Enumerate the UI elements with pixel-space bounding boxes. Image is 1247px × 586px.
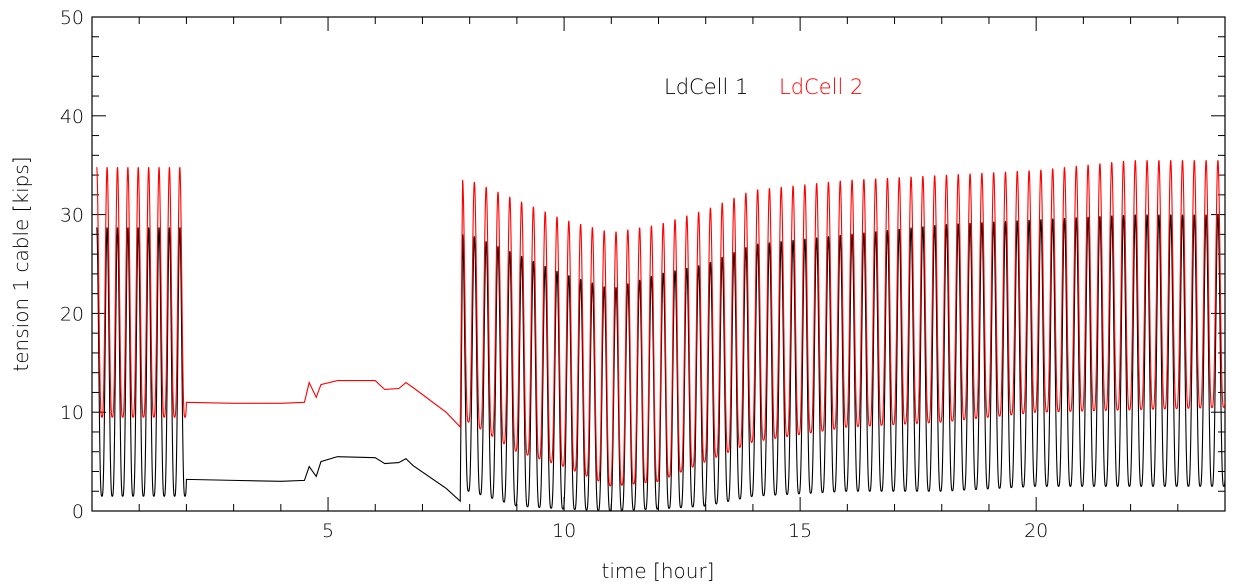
- legend-entry-ldcell-2: LdCell 2: [779, 75, 863, 99]
- y-tick-label: 30: [60, 205, 84, 227]
- x-tick-label: 10: [552, 520, 576, 542]
- legend: LdCell 1 LdCell 2: [664, 75, 863, 99]
- y-tick-label: 40: [60, 106, 84, 128]
- y-tick-label: 20: [60, 303, 84, 325]
- x-axis-label: time [hour]: [602, 559, 715, 583]
- legend-entry-ldcell-1: LdCell 1: [664, 75, 748, 99]
- x-tick-label: 15: [788, 520, 812, 542]
- y-tick-label: 50: [60, 7, 84, 29]
- series-line-ldcell-2: [96, 160, 1225, 487]
- x-tick-label: 5: [322, 520, 334, 542]
- y-tick-label: 10: [60, 402, 84, 424]
- y-tick-label: 0: [72, 501, 84, 523]
- series-line-ldcell-1: [96, 214, 1225, 511]
- series-layer: [96, 160, 1225, 511]
- axis-ticks: [91, 16, 1226, 512]
- x-tick-label: 20: [1024, 520, 1048, 542]
- tick-labels: 5 10 15 20 0 10 20 30 40 50: [60, 7, 1048, 542]
- y-axis-label: tension 1 cable [kips]: [9, 156, 33, 371]
